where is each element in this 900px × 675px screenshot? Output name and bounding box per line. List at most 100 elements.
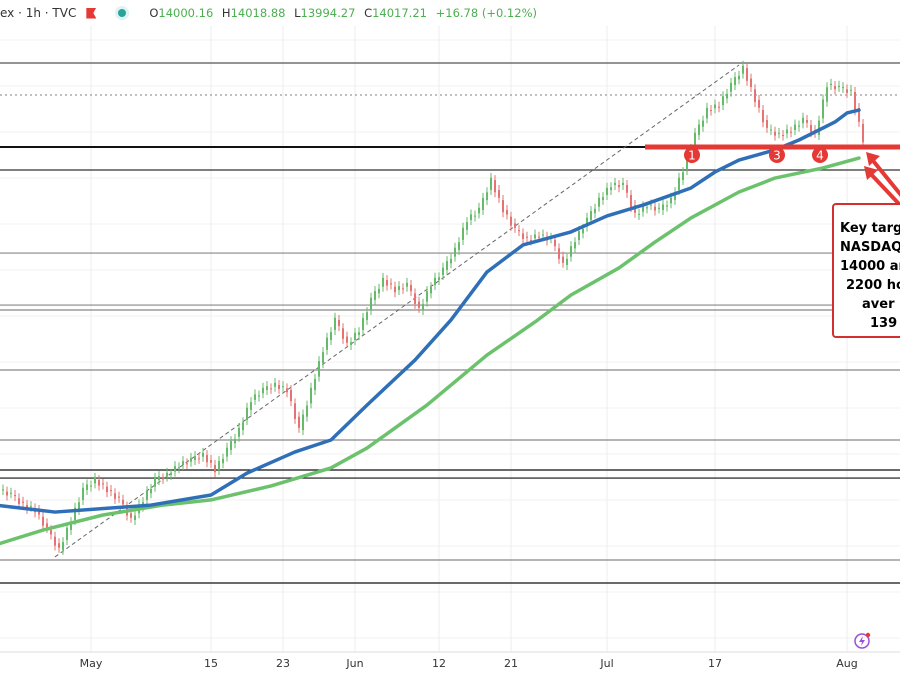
candle-body [854, 92, 856, 111]
market-status-icon [118, 9, 127, 17]
lightning-icon[interactable] [854, 632, 871, 649]
trend-line [54, 64, 740, 558]
grid [0, 26, 900, 652]
candle-body [514, 223, 516, 228]
candle-body [850, 89, 852, 91]
candle-body [658, 207, 660, 209]
candle-body [434, 277, 436, 286]
candle-body [38, 510, 40, 515]
candle-body [262, 387, 264, 394]
candle-body [538, 236, 540, 238]
candle-body [810, 124, 812, 133]
candle-body [670, 197, 672, 204]
candle-body [790, 131, 792, 133]
candle-body [730, 82, 732, 92]
candle-body [94, 477, 96, 484]
candle-body [182, 461, 184, 465]
annotation-line: Key targ [840, 221, 900, 236]
flag-icon[interactable] [86, 7, 97, 19]
candle-body [50, 530, 52, 535]
candle-body [718, 106, 720, 108]
candle-body [302, 414, 304, 431]
arrow-line [866, 169, 900, 207]
marker-badge [769, 146, 785, 163]
candle-body [786, 129, 788, 134]
candle-body [766, 120, 768, 128]
candle-body [110, 490, 112, 492]
candle-body [578, 231, 580, 240]
candle-body [186, 463, 188, 465]
x-tick-label: Aug [836, 657, 857, 670]
candle-body [362, 317, 364, 331]
candle-body [682, 172, 684, 180]
candle-body [90, 485, 92, 487]
candle-body [222, 458, 224, 464]
arrow-head-icon [866, 152, 880, 166]
candle-body [382, 277, 384, 287]
candle-body [402, 288, 404, 290]
candle-body [390, 283, 392, 285]
candle-body [518, 230, 520, 232]
x-tick-label: 12 [432, 657, 446, 670]
candle-body [414, 293, 416, 304]
candle-body [826, 87, 828, 102]
candle-body [466, 222, 468, 230]
arrow-head-icon [864, 166, 878, 180]
candle-body [502, 200, 504, 213]
x-tick-label: Jul [599, 657, 613, 670]
candle-body [58, 543, 60, 548]
annotation-box: Key targ NASDAQ 14000 ar 2200 ho aver 13… [832, 203, 900, 338]
candle-body [742, 65, 744, 74]
x-tick-label: May [80, 657, 103, 670]
candle-body [662, 204, 664, 211]
ohlc-readout: O14000.16 H14018.88 L13994.27 C14017.21 … [144, 6, 537, 20]
candle-body [618, 185, 620, 188]
candle-body [266, 386, 268, 390]
annotation-line: 14000 ar [840, 259, 900, 274]
candle-body [106, 486, 108, 493]
candle-body [410, 285, 412, 292]
candle-body [754, 89, 756, 103]
candle-body [426, 291, 428, 302]
candle-body [178, 467, 180, 469]
candle-body [698, 124, 700, 136]
candle-body [370, 297, 372, 310]
candle-body [246, 407, 248, 421]
candle-body [22, 501, 24, 503]
candle-body [630, 195, 632, 208]
candle-body [686, 156, 688, 170]
candle-body [638, 213, 640, 215]
candle-body [206, 455, 208, 463]
candle-body [130, 513, 132, 518]
open-value: 14000.16 [158, 6, 214, 20]
candle-body [678, 177, 680, 190]
red-annotations: 1 3 4 [645, 144, 900, 207]
candle-body [202, 452, 204, 457]
candle-body [342, 328, 344, 339]
change-value: +16.78 (+0.12%) [435, 6, 537, 20]
candle-body [598, 197, 600, 207]
candle-body [586, 217, 588, 227]
candle-body [318, 361, 320, 377]
candle-body [798, 125, 800, 127]
candle-body [562, 256, 564, 263]
candle-body [54, 536, 56, 546]
candle-body [746, 67, 748, 81]
candle-body [298, 416, 300, 428]
candle-body [82, 487, 84, 500]
candle-body [174, 466, 176, 472]
candle-body [526, 236, 528, 238]
candle-body [594, 208, 596, 214]
candle-body [286, 388, 288, 393]
symbol-label[interactable]: ex · 1h · TVC [0, 6, 77, 20]
candle-body [278, 385, 280, 389]
marker-badge [684, 146, 700, 163]
candle-body [274, 382, 276, 387]
candle-body [590, 211, 592, 220]
candle-body [462, 227, 464, 240]
annotation-line: NASDAQ [840, 240, 900, 255]
low-value: 13994.27 [300, 6, 356, 20]
x-tick-label: 23 [276, 657, 290, 670]
candle-body [74, 507, 76, 520]
